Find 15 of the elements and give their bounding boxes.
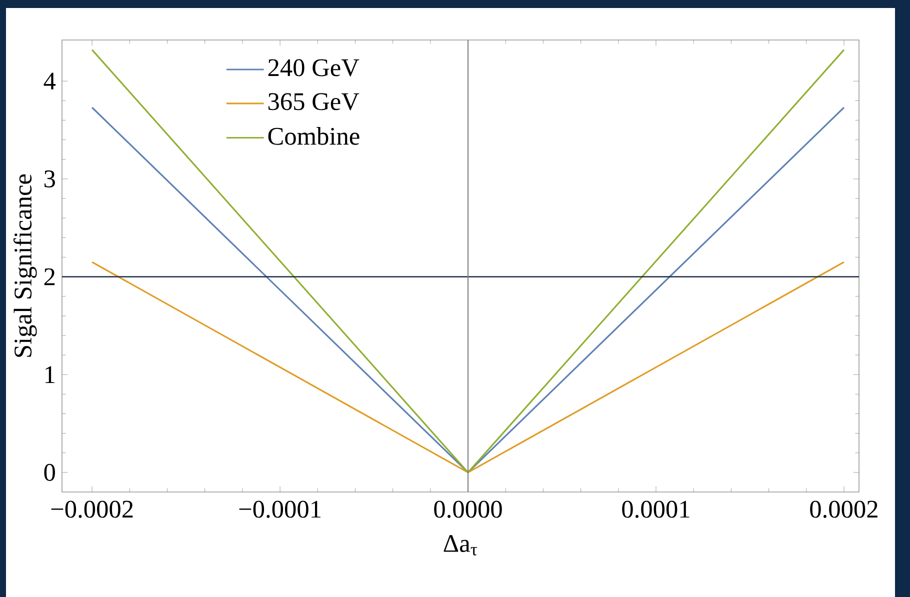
x-tick-label: 0.0001 [622, 500, 690, 518]
x-tick-label: 0.0000 [434, 500, 502, 518]
y-tick-label: 2 [44, 268, 55, 286]
x-axis-title: Δa$_{τ}$ [444, 535, 478, 556]
x-tick-label: −0.0001 [239, 500, 321, 518]
y-tick-label: 3 [44, 170, 55, 188]
legend-label: 365 GeV [268, 93, 360, 110]
x-tick-label: 0.0002 [810, 500, 878, 518]
x-tick-label: −0.0002 [51, 500, 133, 518]
y-tick-label: 1 [46, 366, 54, 383]
y-axis-title: Sigal Significance [14, 174, 37, 357]
y-tick-label: 4 [44, 72, 56, 90]
legend-label: 240 GeV [268, 59, 360, 76]
legend-label: Combine [268, 127, 360, 145]
y-tick-label: 0 [44, 464, 55, 481]
